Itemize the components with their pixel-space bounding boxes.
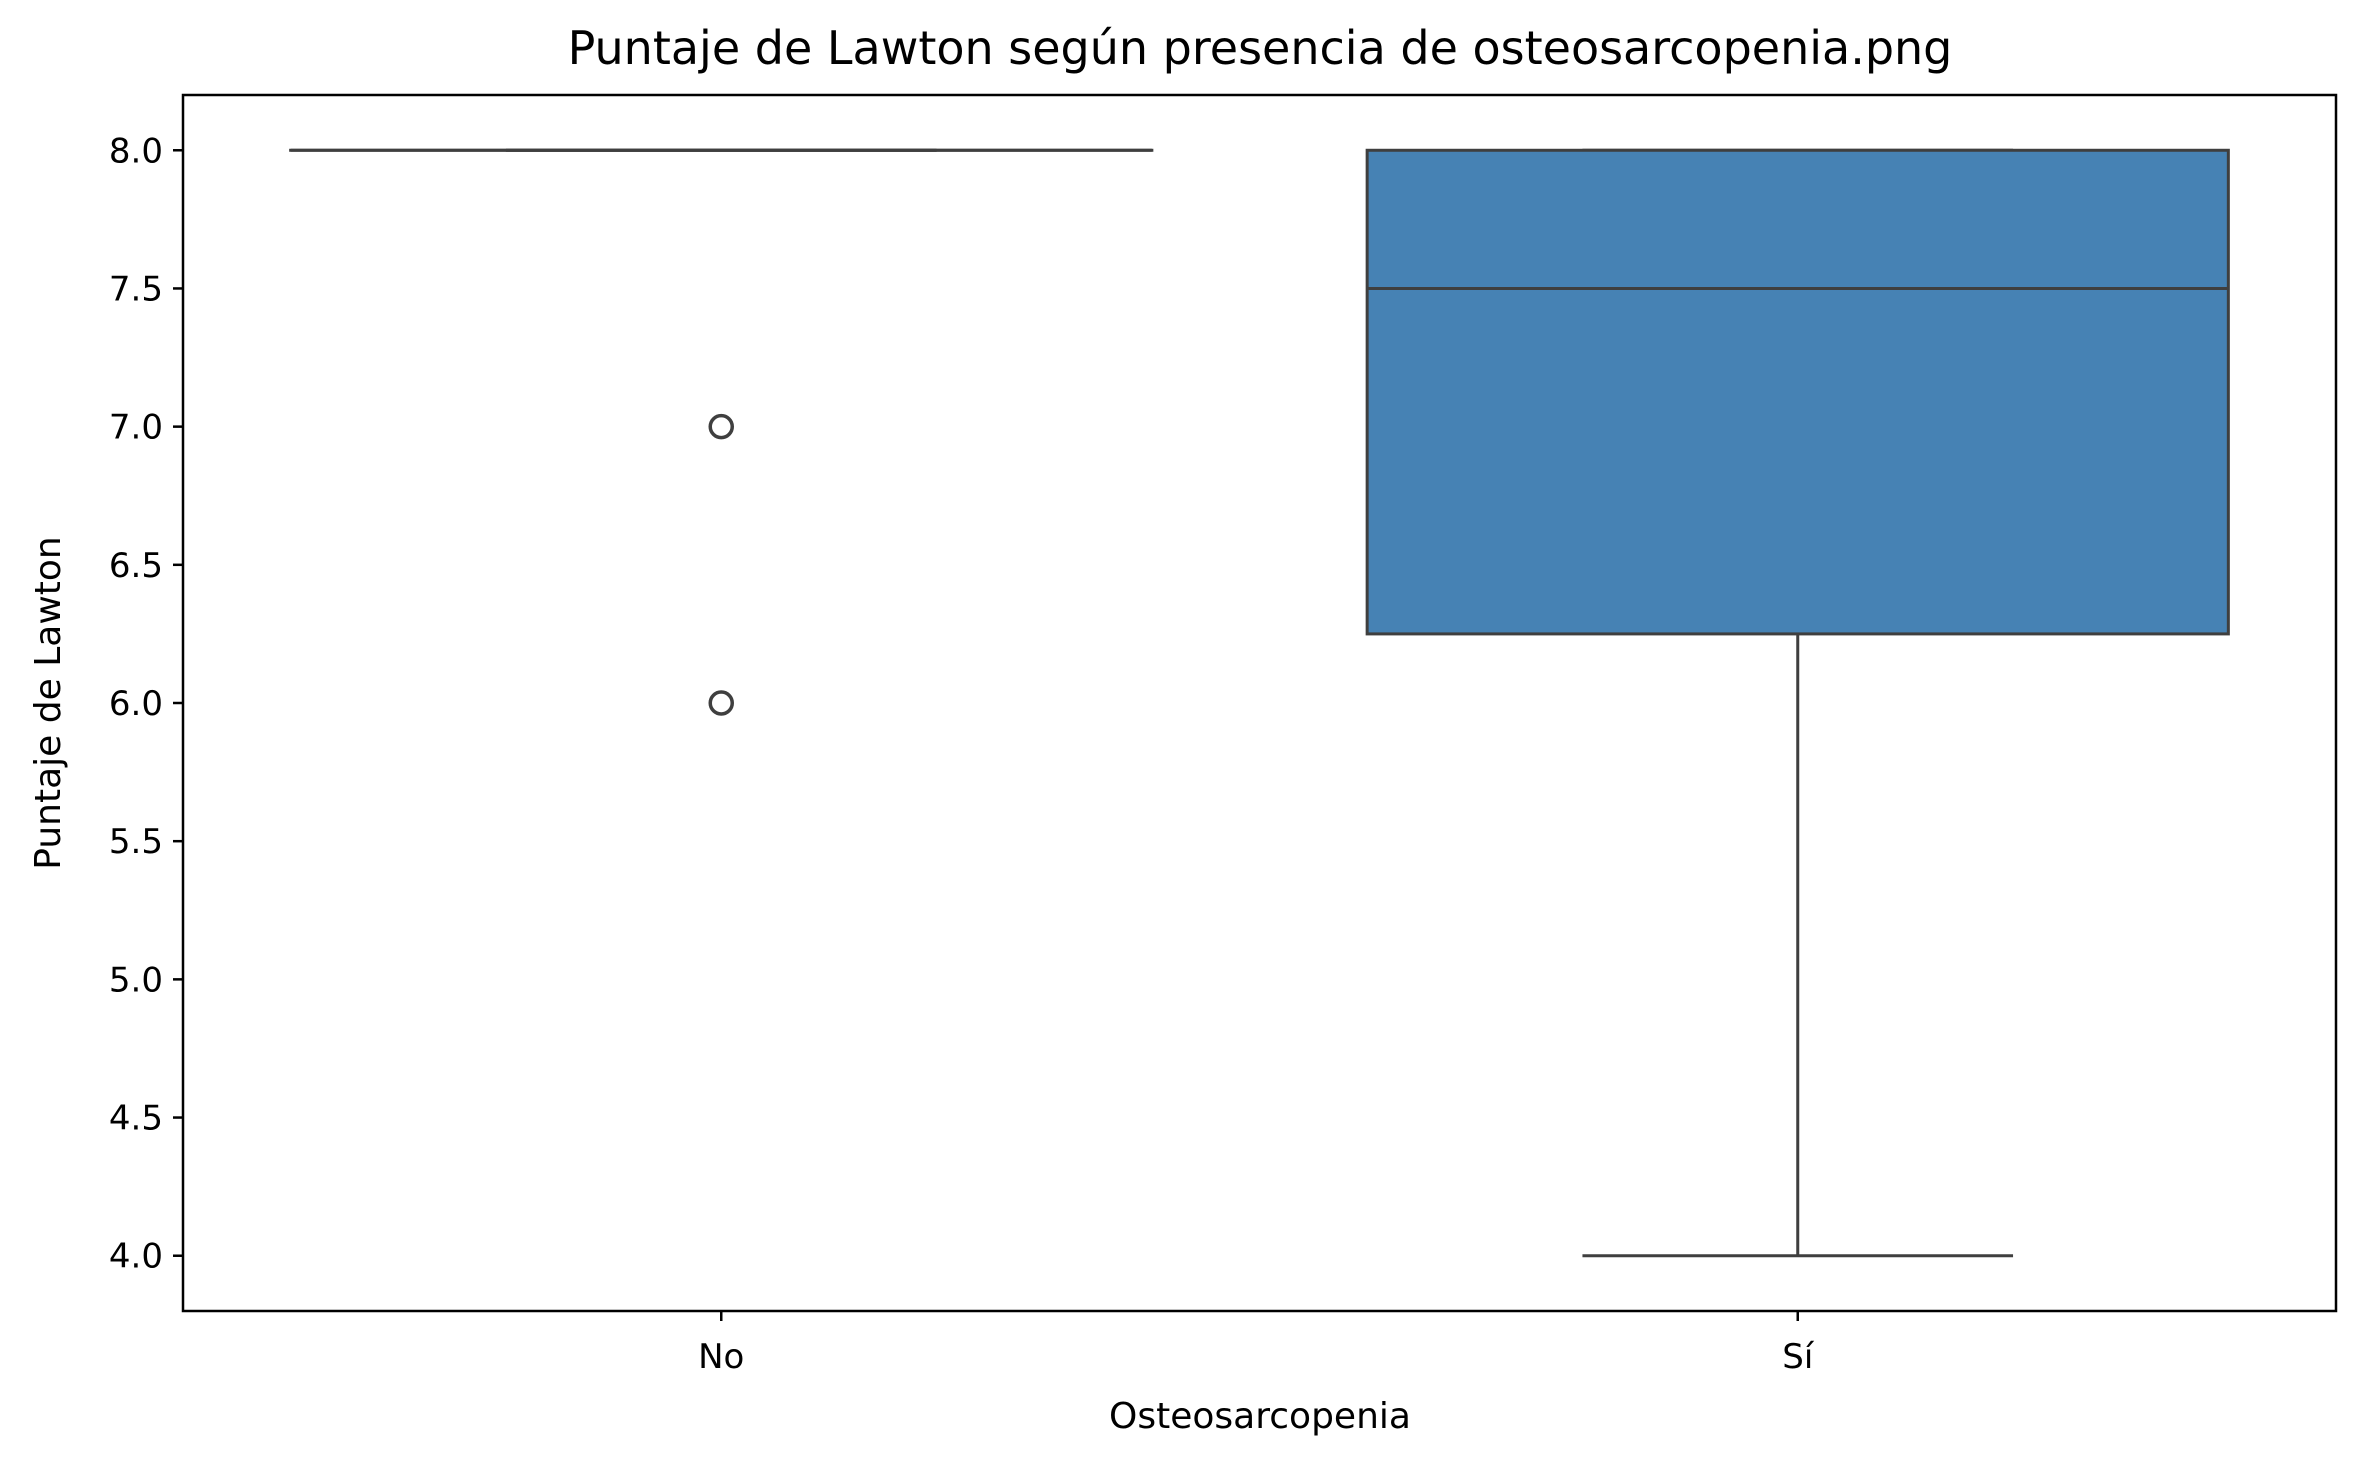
y-tick-label: 6.5	[109, 546, 163, 586]
y-tick-label: 5.0	[109, 960, 163, 1000]
y-tick-label: 5.5	[109, 822, 163, 862]
box-iqr	[1365, 148, 2230, 636]
y-tick-label: 8.0	[109, 131, 163, 171]
box-group	[289, 148, 2230, 1258]
y-axis: 4.0 4.5 5.0 5.5 6.0 6.5 7.0 7.5 8.0	[109, 131, 183, 1277]
x-tick-label: Sí	[1782, 1337, 1815, 1377]
y-tick-label: 4.0	[109, 1237, 163, 1277]
outlier-point	[708, 690, 734, 716]
y-axis-label: Puntaje de Lawton	[28, 536, 69, 869]
y-tick-label: 7.5	[109, 269, 163, 309]
y-tick-label: 7.0	[109, 408, 163, 448]
x-axis-label: Osteosarcopenia	[1109, 1396, 1411, 1437]
y-tick-label: 6.0	[109, 684, 163, 724]
chart-title: Puntaje de Lawton según presencia de ost…	[568, 21, 1953, 75]
y-tick-label: 4.5	[109, 1099, 163, 1139]
x-axis: No Sí	[698, 1311, 1815, 1377]
outlier-point	[708, 413, 734, 440]
x-tick-label: No	[698, 1337, 744, 1377]
